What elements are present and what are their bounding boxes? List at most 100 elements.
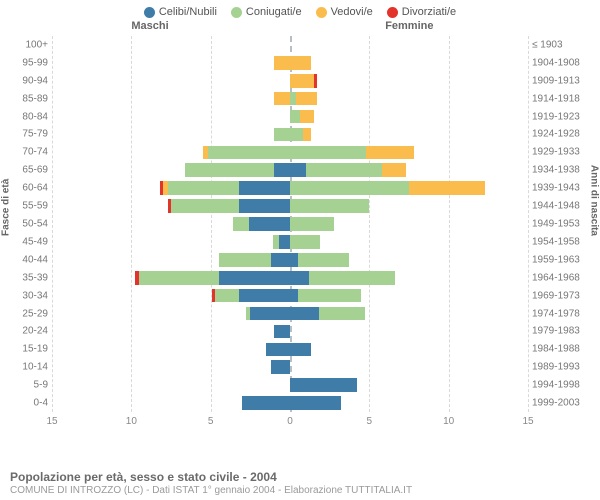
bar-female (290, 235, 320, 249)
age-row: 70-741929-1933 (10, 143, 590, 161)
bar-segment (290, 181, 409, 195)
header-female: Femmine (385, 20, 433, 32)
rows-container: 100+≤ 1903 95-99 1904-1908 90-941909-191385… (10, 36, 590, 412)
birth-year-label: 1944-1948 (532, 201, 590, 212)
age-row: 50-541949-1953 (10, 215, 590, 233)
bar-segment (274, 92, 290, 106)
age-row: 85-891914-1918 (10, 90, 590, 108)
birth-year-label: 1989-1993 (532, 362, 590, 373)
bar-male (266, 343, 290, 357)
bar-segment (314, 74, 317, 88)
bar-segment (290, 235, 320, 249)
bar-segment (290, 146, 366, 160)
bar-segment (290, 378, 357, 392)
legend-item: Vedovi/e (316, 6, 373, 18)
x-tick-label: 5 (367, 416, 373, 427)
birth-year-label: 1984-1988 (532, 344, 590, 355)
age-row: 100+≤ 1903 (10, 36, 590, 54)
birth-year-label: 1964-1968 (532, 272, 590, 283)
legend-label: Celibi/Nubili (159, 6, 217, 18)
bar-segment (290, 74, 314, 88)
bar-female (290, 396, 341, 410)
bar-segment (219, 271, 290, 285)
bar-segment (250, 307, 290, 321)
bar-male (233, 217, 290, 231)
age-label: 20-24 (10, 326, 48, 337)
birth-year-label: 1914-1918 (532, 93, 590, 104)
bar-segment (279, 235, 290, 249)
age-label: 30-34 (10, 290, 48, 301)
legend: Celibi/NubiliConiugati/eVedovi/eDivorzia… (0, 0, 600, 20)
x-tick-label: 10 (126, 416, 137, 427)
legend-swatch (387, 7, 398, 18)
bar-segment (290, 343, 311, 357)
bar-segment (366, 146, 414, 160)
legend-label: Vedovi/e (331, 6, 373, 18)
bar-female (290, 92, 317, 106)
age-row: 40-441959-1963 (10, 251, 590, 269)
birth-year-label: 1939-1943 (532, 183, 590, 194)
birth-year-label: 1959-1963 (532, 254, 590, 265)
bar-segment (219, 253, 271, 267)
bar-segment (409, 181, 485, 195)
bar-male (160, 181, 290, 195)
birth-year-label: 1904-1908 (532, 57, 590, 68)
legend-item: Celibi/Nubili (144, 6, 217, 18)
bar-female (290, 289, 361, 303)
bar-male (242, 396, 290, 410)
bar-female (290, 128, 311, 142)
age-row: 90-941909-1913 (10, 72, 590, 90)
age-label: 100+ (10, 39, 48, 50)
bar-female (290, 217, 334, 231)
bar-female (290, 163, 406, 177)
age-label: 80-84 (10, 111, 48, 122)
bar-female (290, 110, 314, 124)
bar-segment (249, 217, 290, 231)
gender-headers: Maschi Femmine (0, 20, 600, 36)
birth-year-label: 1954-1958 (532, 236, 590, 247)
bar-segment (290, 307, 319, 321)
birth-year-label: 1979-1983 (532, 326, 590, 337)
bar-male (273, 235, 290, 249)
bar-male (274, 92, 290, 106)
birth-year-label: 1909-1913 (532, 75, 590, 86)
age-row: 55-591944-1948 (10, 197, 590, 215)
age-row: 45-49 1954-1958 (10, 233, 590, 251)
bar-segment (239, 199, 290, 213)
bar-male (274, 128, 290, 142)
age-row: 5-91994-1998 (10, 376, 590, 394)
age-label: 50-54 (10, 219, 48, 230)
bar-segment (290, 289, 298, 303)
caption: Popolazione per età, sesso e stato civil… (10, 470, 590, 496)
bar-female (290, 307, 365, 321)
bar-segment (290, 396, 341, 410)
bar-segment (239, 289, 290, 303)
age-row: 80-841919-1923 (10, 108, 590, 126)
age-label: 95-99 (10, 57, 48, 68)
x-tick-label: 5 (208, 416, 214, 427)
birth-year-label: 1969-1973 (532, 290, 590, 301)
birth-year-label: 1924-1928 (532, 129, 590, 140)
age-label: 45-49 (10, 236, 48, 247)
caption-title: Popolazione per età, sesso e stato civil… (10, 470, 590, 484)
birth-year-label: 1934-1938 (532, 165, 590, 176)
bar-segment (208, 146, 291, 160)
y-axis-right-title: Anni di nascita (589, 165, 600, 236)
bar-segment (290, 199, 369, 213)
bar-male (271, 360, 290, 374)
birth-year-label: 1974-1978 (532, 308, 590, 319)
bar-segment (271, 360, 290, 374)
age-label: 5-9 (10, 380, 48, 391)
chart: Fasce di età Anni di nascita 100+≤ 19039… (10, 36, 590, 436)
bar-female (290, 199, 369, 213)
age-row: 25-291974-1978 (10, 305, 590, 323)
bar-segment (168, 181, 239, 195)
x-tick-label: 10 (443, 416, 454, 427)
age-row: 95-99 1904-1908 (10, 54, 590, 72)
age-label: 75-79 (10, 129, 48, 140)
bar-segment (185, 163, 274, 177)
age-label: 35-39 (10, 272, 48, 283)
bar-female (290, 343, 311, 357)
bar-female (290, 378, 357, 392)
x-axis: 15105051015 (52, 412, 528, 436)
